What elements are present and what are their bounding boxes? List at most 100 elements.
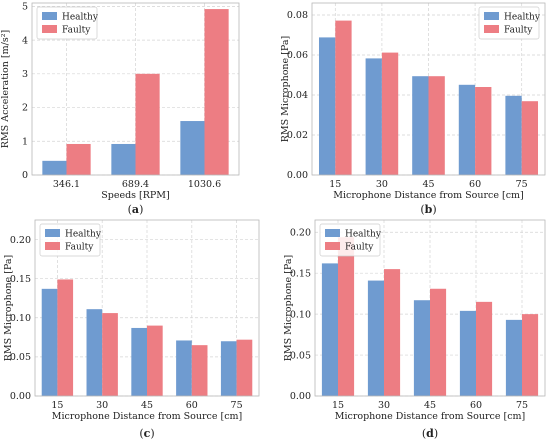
x-tick-label: 15 [332,400,344,411]
y-tick-label: 0.00 [287,170,308,181]
y-tick-label: 0.10 [290,309,311,320]
y-tick-label: 0.00 [290,391,311,402]
y-tick-label: 0.15 [290,268,311,279]
plot-frame [311,2,546,176]
faulty-bar [66,143,91,175]
panel-label: (b) [420,203,436,216]
healthy-bar [180,121,205,175]
faulty-bar [475,87,492,175]
healthy-bar [86,309,103,396]
x-tick-label: 15 [51,400,63,411]
faulty-bar [191,345,208,396]
healthy-bar [131,327,147,396]
faulty-bar [476,301,493,396]
x-tick-label: 346.1 [53,179,80,190]
legend-label: Faulty [62,26,91,36]
healthy-bar [505,95,522,175]
y-tick-label: 0.15 [10,274,31,285]
x-tick-label: 75 [516,400,528,411]
y-axis-title: RMS Acceleration [m/s²] [0,30,11,148]
y-axis-title: RMS Microphone [Pa] [3,255,14,361]
faulty-bar [335,20,352,175]
x-axis-title: Microphone Distance from Source [cm] [333,190,524,201]
legend-label: Healthy [345,230,382,240]
y-tick-label: 0.20 [10,235,31,246]
x-tick-label: 1030.6 [188,179,221,190]
y-tick-label: 0.05 [10,352,31,363]
x-tick-label: 689.4 [122,179,149,190]
x-tick-label: 30 [378,400,390,411]
panel-label: (a) [128,203,144,216]
legend-label: Healthy [62,13,99,23]
legend-swatch [484,25,499,33]
x-tick-label: 15 [329,179,341,190]
chart-panel: 0.00 0.05 0.10 0.15 0.20 15 30 45 60 75Microphone… [3,219,260,440]
legend-swatch [42,25,57,33]
faulty-bar [236,339,253,396]
panel-label: (d) [422,427,438,440]
chart-panel: 0.00 0.02 0.04 0.06 0.08 15 30 45 60 75Microphone… [280,2,546,216]
x-tick-label: 30 [376,179,388,190]
chart-panel: 0 1 2 3 4 5 346.1 689.4 1030.6 Speeds [RPM] RMS Ac… [0,2,240,216]
healthy-bar [458,84,476,175]
faulty-bar [204,9,229,176]
y-tick-label: 0.02 [287,130,308,141]
healthy-bar [505,319,522,396]
y-tick-label: 0.10 [10,313,31,324]
y-tick-label: 3 [22,69,28,80]
healthy-bar [220,341,237,396]
legend-label: Faulty [504,26,533,36]
x-tick-label: 30 [96,400,108,411]
faulty-bar [338,237,355,396]
x-tick-label: 60 [186,400,198,411]
chart-panel: 0.00 0.05 0.10 0.15 0.20 15 30 45 60 75Microphone… [283,219,546,440]
legend-label: Healthy [504,13,541,23]
faulty-bar [102,313,118,396]
x-tick-label: 75 [231,400,243,411]
plot-frame [314,219,546,397]
legend: Healthy Faulty [319,223,382,257]
x-axis-title: Microphone Distance from Source [cm] [52,411,243,422]
faulty-bar [381,52,399,175]
faulty-bar [522,314,539,396]
legend-swatch [325,229,340,237]
panel-label: (c) [139,427,154,440]
healthy-bar [321,263,338,396]
x-tick-label: 60 [469,179,481,190]
legend-label: Faulty [345,243,374,253]
y-tick-label: 0.00 [10,391,31,402]
healthy-bar [42,160,67,175]
plot-frame [34,219,260,397]
y-tick-label: 1 [22,136,28,147]
legend-label: Faulty [65,243,94,253]
faulty-bar [521,101,539,175]
y-tick-label: 0 [22,170,28,181]
faulty-bar [430,288,447,396]
y-tick-label: 2 [22,103,28,114]
healthy-bar [176,340,192,396]
x-tick-label: 45 [424,400,436,411]
legend-swatch [45,229,60,237]
legend: Healthy Faulty [36,6,99,40]
faulty-bar [135,73,160,175]
x-axis-title: Speeds [RPM] [101,190,170,201]
healthy-bar [365,58,382,175]
legend-swatch [42,12,57,20]
healthy-bar [111,143,136,175]
y-tick-label: 0.05 [290,350,311,361]
healthy-bar [459,310,476,396]
healthy-bar [412,76,429,175]
faulty-bar [147,325,163,396]
legend-swatch [484,12,499,20]
y-tick-label: 0.04 [287,90,308,101]
faulty-bar [57,279,74,396]
legend: Healthy Faulty [478,6,541,40]
plot-frame [31,2,240,176]
legend: Healthy Faulty [39,223,102,257]
healthy-bar [413,300,430,396]
x-tick-label: 45 [141,400,153,411]
y-axis-title: RMS Microphone [Pa] [283,255,294,361]
y-tick-label: 0.06 [287,50,308,61]
x-tick-label: 60 [470,400,482,411]
y-tick-label: 5 [22,2,28,13]
